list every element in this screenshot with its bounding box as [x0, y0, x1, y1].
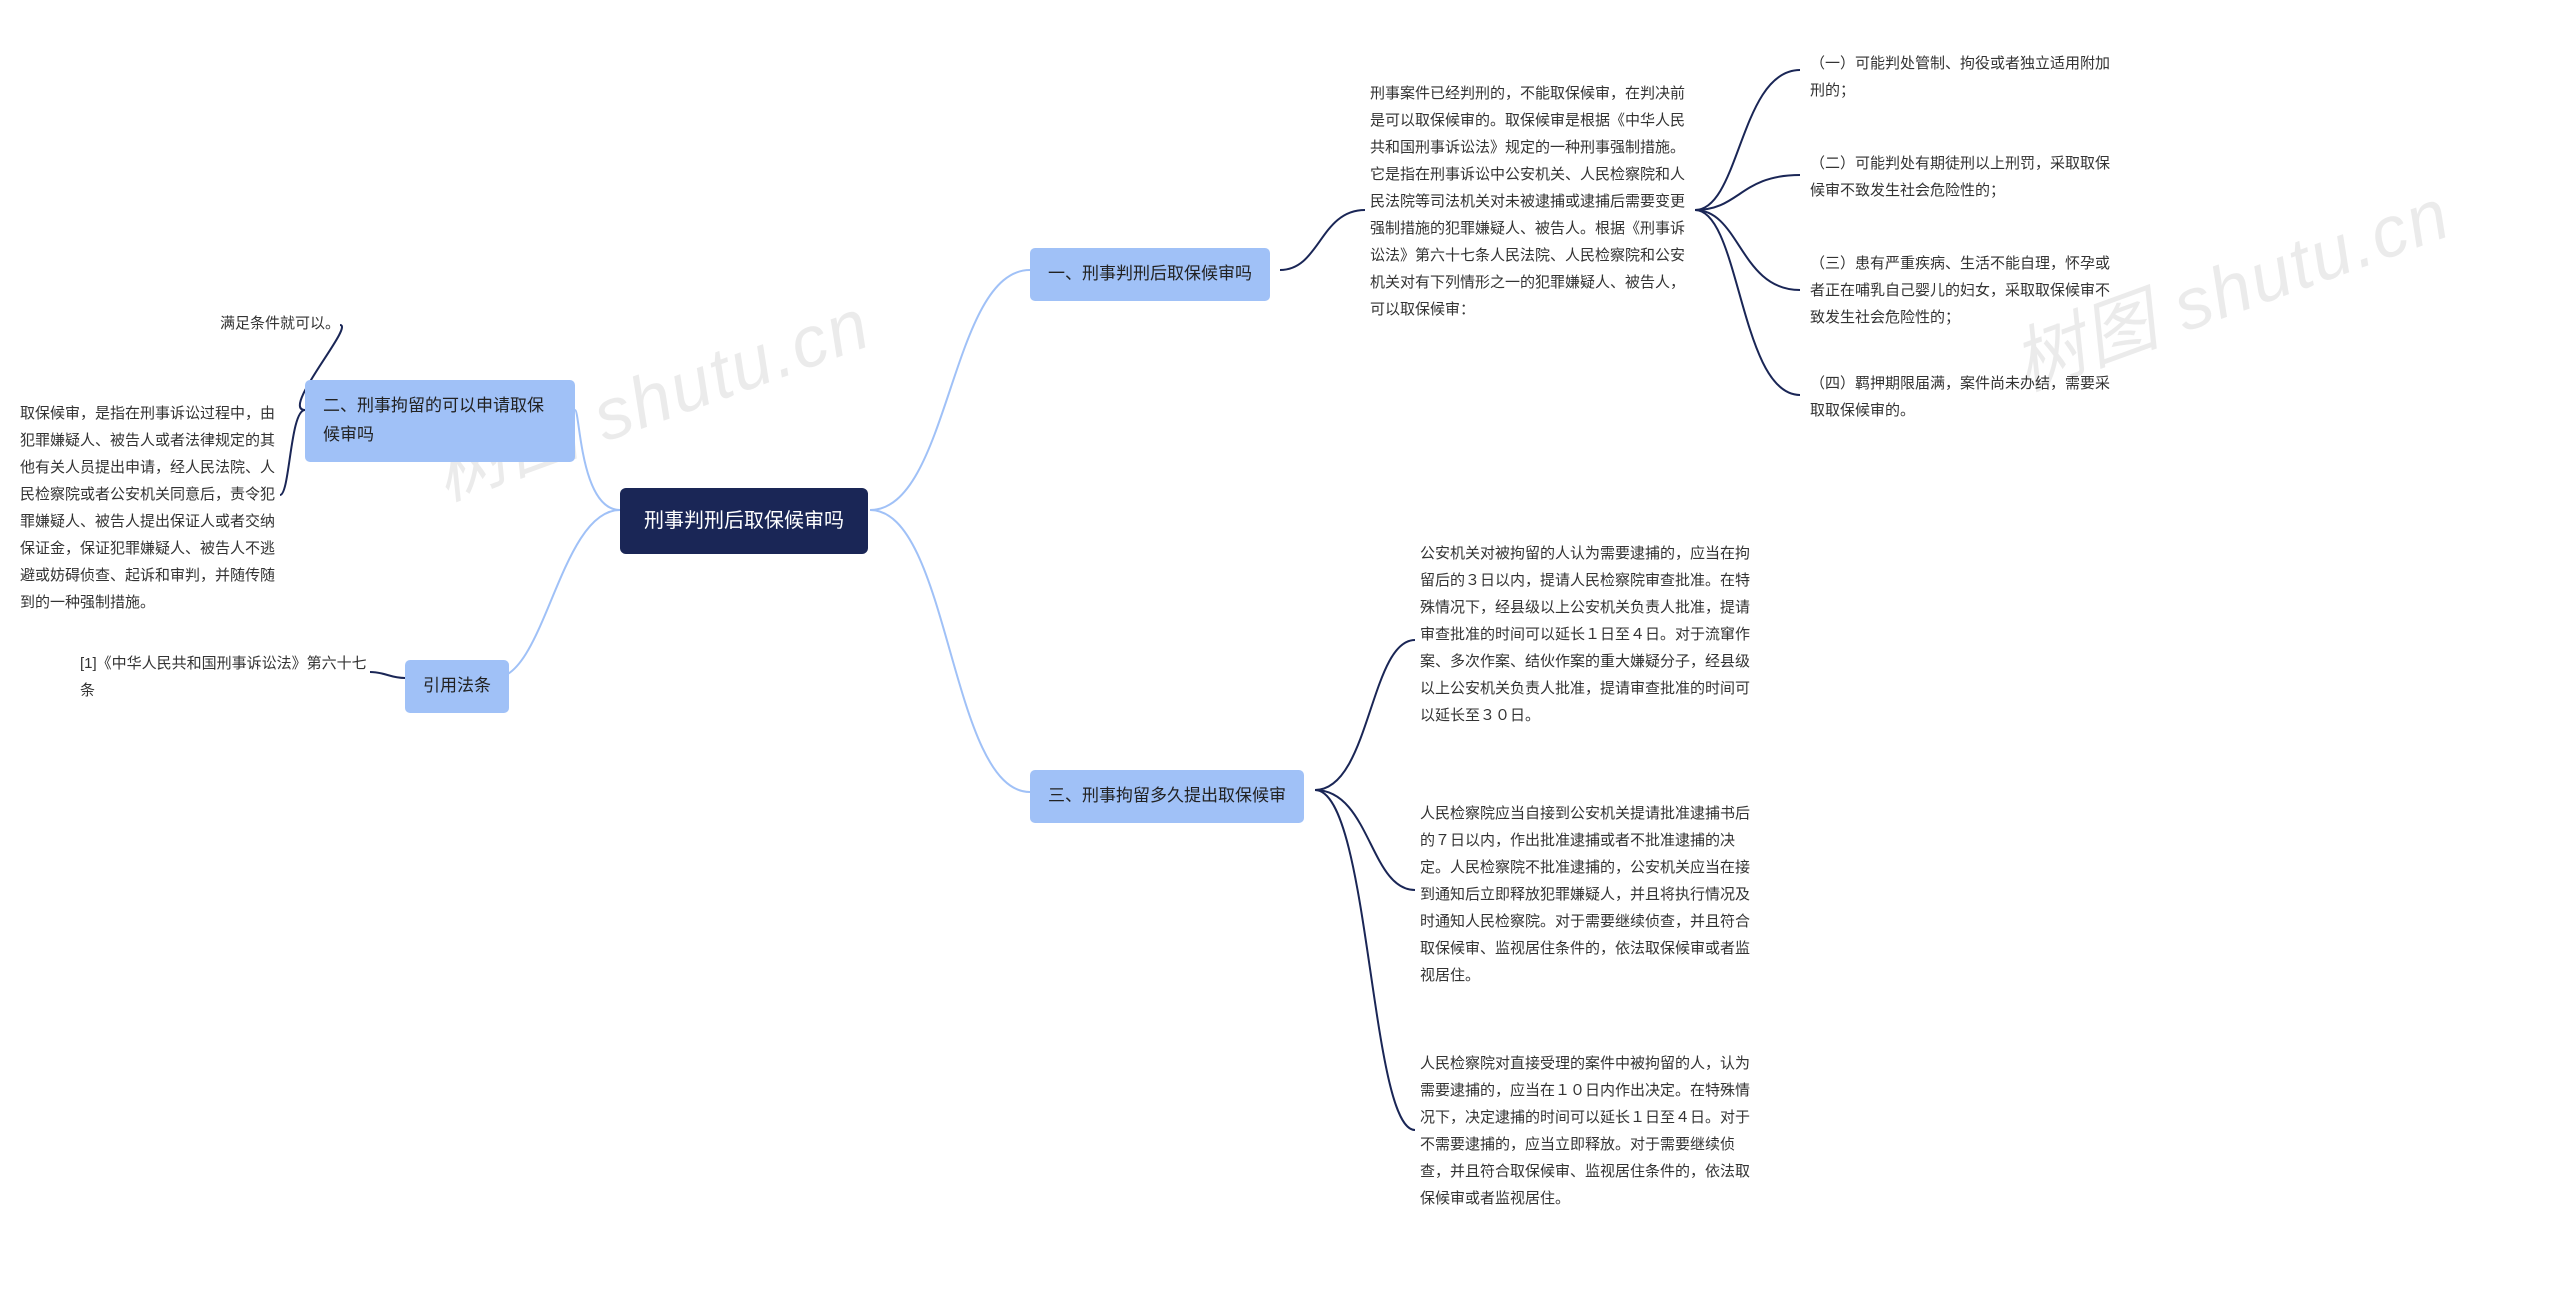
- connectors: [0, 0, 2560, 1304]
- branch-1-sub-4: （四）羁押期限届满，案件尚未办结，需要采取取保候审的。: [1810, 370, 2110, 424]
- branch-1-sub-2: （二）可能判处有期徒刑以上刑罚，采取取保候审不致发生社会危险性的；: [1810, 150, 2110, 204]
- branch-citation[interactable]: 引用法条: [405, 660, 509, 713]
- center-node[interactable]: 刑事判刑后取保候审吗: [620, 488, 868, 554]
- branch-3[interactable]: 三、刑事拘留多久提出取保候审: [1030, 770, 1304, 823]
- branch-3-para-1: 公安机关对被拘留的人认为需要逮捕的，应当在拘留后的３日以内，提请人民检察院审查批…: [1420, 540, 1750, 729]
- branch-2-sub-2: 取保候审，是指在刑事诉讼过程中，由犯罪嫌疑人、被告人或者法律规定的其他有关人员提…: [20, 400, 280, 616]
- branch-2-sub-1: 满足条件就可以。: [170, 310, 340, 337]
- branch-2[interactable]: 二、刑事拘留的可以申请取保候审吗: [305, 380, 575, 462]
- branch-1[interactable]: 一、刑事判刑后取保候审吗: [1030, 248, 1270, 301]
- branch-3-para-2: 人民检察院应当自接到公安机关提请批准逮捕书后的７日以内，作出批准逮捕或者不批准逮…: [1420, 800, 1750, 989]
- branch-citation-sub: [1]《中华人民共和国刑事诉讼法》第六十七条: [80, 650, 370, 704]
- branch-1-para: 刑事案件已经判刑的，不能取保候审，在判决前是可以取保候审的。取保候审是根据《中华…: [1370, 80, 1690, 323]
- branch-1-sub-1: （一）可能判处管制、拘役或者独立适用附加刑的；: [1810, 50, 2110, 104]
- branch-3-para-3: 人民检察院对直接受理的案件中被拘留的人，认为需要逮捕的，应当在１０日内作出决定。…: [1420, 1050, 1750, 1212]
- branch-1-sub-3: （三）患有严重疾病、生活不能自理，怀孕或者正在哺乳自己婴儿的妇女，采取取保候审不…: [1810, 250, 2110, 331]
